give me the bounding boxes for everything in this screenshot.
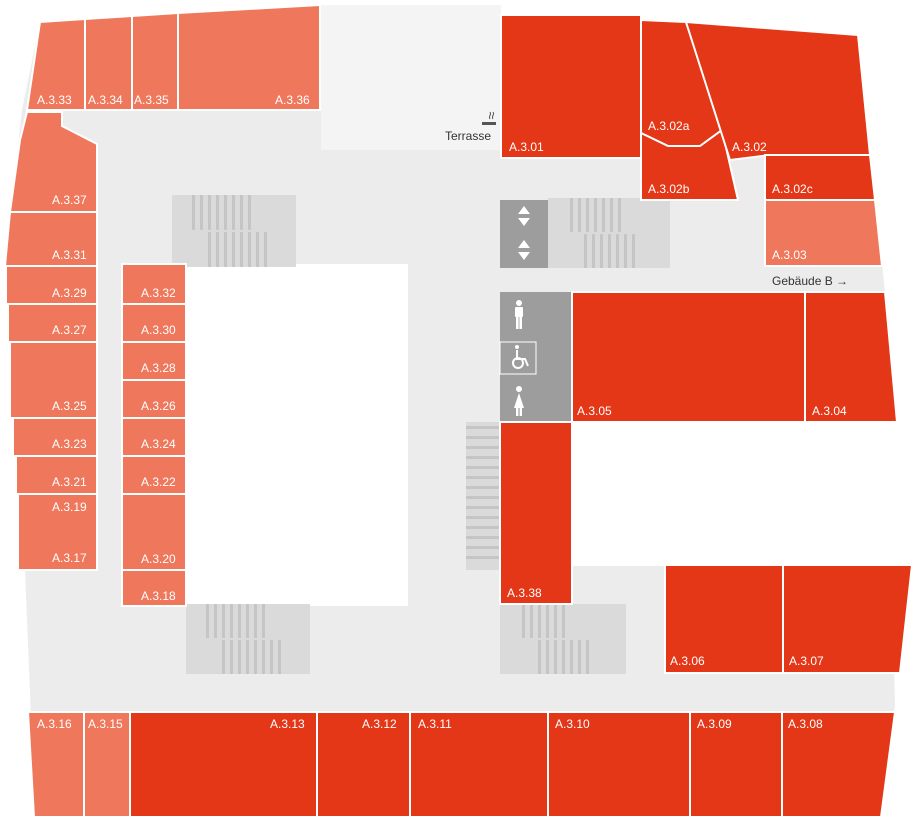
svg-text:A.3.02: A.3.02 (732, 140, 767, 154)
svg-text:A.3.01: A.3.01 (509, 140, 544, 154)
svg-text:A.3.24: A.3.24 (141, 437, 176, 451)
stairs-southwest (186, 604, 310, 674)
room-a301[interactable]: A.3.01 (500, 14, 642, 159)
stairs-northwest (172, 195, 296, 267)
room-a322[interactable]: A.3.22 (121, 455, 187, 495)
svg-text:A.3.28: A.3.28 (141, 361, 176, 375)
svg-text:A.3.25: A.3.25 (52, 399, 87, 413)
room-a319: A.3.19 (52, 500, 87, 514)
room-a304[interactable]: A.3.04 (804, 291, 899, 423)
restroom-accessible[interactable] (499, 340, 572, 380)
stairs-northeast (548, 198, 670, 268)
svg-text:A.3.21: A.3.21 (52, 475, 87, 489)
svg-text:A.3.22: A.3.22 (141, 475, 176, 489)
svg-text:A.3.13: A.3.13 (270, 717, 305, 731)
svg-text:A.3.38: A.3.38 (507, 586, 542, 600)
svg-text:A.3.35: A.3.35 (134, 93, 169, 107)
room-a311[interactable]: A.3.11 (409, 711, 549, 817)
svg-text:A.3.15: A.3.15 (88, 717, 123, 731)
svg-text:A.3.07: A.3.07 (789, 654, 824, 668)
svg-text:A.3.02a: A.3.02a (648, 119, 690, 133)
svg-text:A.3.06: A.3.06 (670, 654, 705, 668)
elevator-icon (518, 240, 530, 248)
room-a329[interactable]: A.3.29 (5, 265, 98, 305)
svg-text:A.3.02b: A.3.02b (648, 182, 690, 196)
svg-text:A.3.18: A.3.18 (141, 589, 176, 603)
smoking-icon (482, 111, 496, 125)
svg-text:A.3.08: A.3.08 (788, 717, 823, 731)
room-a319-a317[interactable]: A.3.19 A.3.17 (17, 493, 98, 571)
svg-text:A.3.16: A.3.16 (37, 717, 72, 731)
room-a310[interactable]: A.3.10 (547, 711, 691, 817)
wheelchair-toilet-icon (512, 345, 529, 369)
svg-text:A.3.05: A.3.05 (577, 404, 612, 418)
stairs-central (466, 422, 500, 570)
room-a323[interactable]: A.3.23 (12, 417, 98, 457)
room-a327[interactable]: A.3.27 (7, 303, 98, 343)
room-a320[interactable]: A.3.20 (121, 493, 187, 571)
svg-text:A.3.32: A.3.32 (141, 286, 176, 300)
room-a334[interactable]: A.3.34 (84, 14, 133, 111)
svg-text:A.3.20: A.3.20 (141, 552, 176, 566)
svg-text:A.3.09: A.3.09 (697, 717, 732, 731)
room-a336[interactable]: A.3.36 (177, 3, 321, 111)
svg-text:A.3.30: A.3.30 (141, 323, 176, 337)
room-a315[interactable]: A.3.15 (83, 711, 131, 817)
room-a313[interactable]: A.3.13 (129, 711, 318, 817)
svg-text:A.3.12: A.3.12 (362, 717, 397, 731)
elevator-lower[interactable] (500, 234, 548, 268)
svg-text:A.3.29: A.3.29 (52, 286, 87, 300)
room-a332[interactable]: A.3.32 (121, 263, 187, 305)
room-a330[interactable]: A.3.30 (121, 303, 187, 343)
elevator-upper[interactable] (500, 200, 548, 234)
svg-text:A.3.34: A.3.34 (88, 93, 123, 107)
room-a338[interactable]: A.3.38 (499, 421, 573, 605)
room-a337[interactable]: A.3.37 (8, 111, 98, 213)
room-a318[interactable]: A.3.18 (121, 569, 187, 607)
building-b-link[interactable]: Gebäude B → (772, 274, 848, 288)
room-a328[interactable]: A.3.28 (121, 341, 187, 381)
room-a309[interactable]: A.3.09 (689, 711, 783, 817)
courtyard-east (572, 422, 914, 566)
room-a308[interactable]: A.3.08 (781, 711, 897, 817)
svg-text:A.3.11: A.3.11 (418, 717, 452, 731)
room-a325[interactable]: A.3.25 (9, 341, 98, 419)
restroom-women[interactable] (500, 380, 572, 422)
room-a306[interactable]: A.3.06 (664, 564, 784, 674)
room-a326[interactable]: A.3.26 (121, 379, 187, 419)
room-a321[interactable]: A.3.21 (15, 455, 98, 495)
stairs-southeast (500, 604, 626, 674)
terrace-area (321, 5, 501, 150)
room-a316[interactable]: A.3.16 (26, 711, 85, 817)
svg-text:A.3.04: A.3.04 (812, 404, 847, 418)
room-a302b[interactable]: A.3.02b (640, 128, 740, 201)
room-a324[interactable]: A.3.24 (121, 417, 187, 457)
svg-text:A.3.27: A.3.27 (52, 323, 87, 337)
terrace-label: Terrasse (445, 129, 491, 143)
women-toilet-icon (514, 386, 524, 416)
svg-text:A.3.37: A.3.37 (52, 193, 87, 207)
room-a302c[interactable]: A.3.02c (764, 154, 877, 201)
svg-text:A.3.31: A.3.31 (52, 248, 87, 262)
room-a333[interactable]: A.3.33 (25, 17, 86, 111)
room-a307[interactable]: A.3.07 (782, 564, 914, 674)
svg-text:A.3.10: A.3.10 (555, 717, 590, 731)
room-a312[interactable]: A.3.12 (316, 711, 411, 817)
elevator-icon (518, 206, 530, 214)
room-a303[interactable]: A.3.03 (764, 199, 884, 267)
room-a331[interactable]: A.3.31 (3, 211, 98, 267)
svg-text:A.3.03: A.3.03 (772, 248, 807, 262)
room-a305[interactable]: A.3.05 (571, 291, 806, 423)
courtyard-west (186, 264, 408, 606)
men-toilet-icon (515, 300, 523, 329)
restroom-men[interactable] (500, 292, 572, 340)
svg-text:A.3.26: A.3.26 (141, 399, 176, 413)
room-a317: A.3.17 (52, 551, 87, 565)
svg-text:A.3.02c: A.3.02c (772, 182, 813, 196)
svg-text:A.3.33: A.3.33 (37, 93, 72, 107)
room-a335[interactable]: A.3.35 (131, 11, 179, 111)
svg-text:A.3.36: A.3.36 (275, 93, 310, 107)
svg-text:A.3.23: A.3.23 (52, 437, 87, 451)
